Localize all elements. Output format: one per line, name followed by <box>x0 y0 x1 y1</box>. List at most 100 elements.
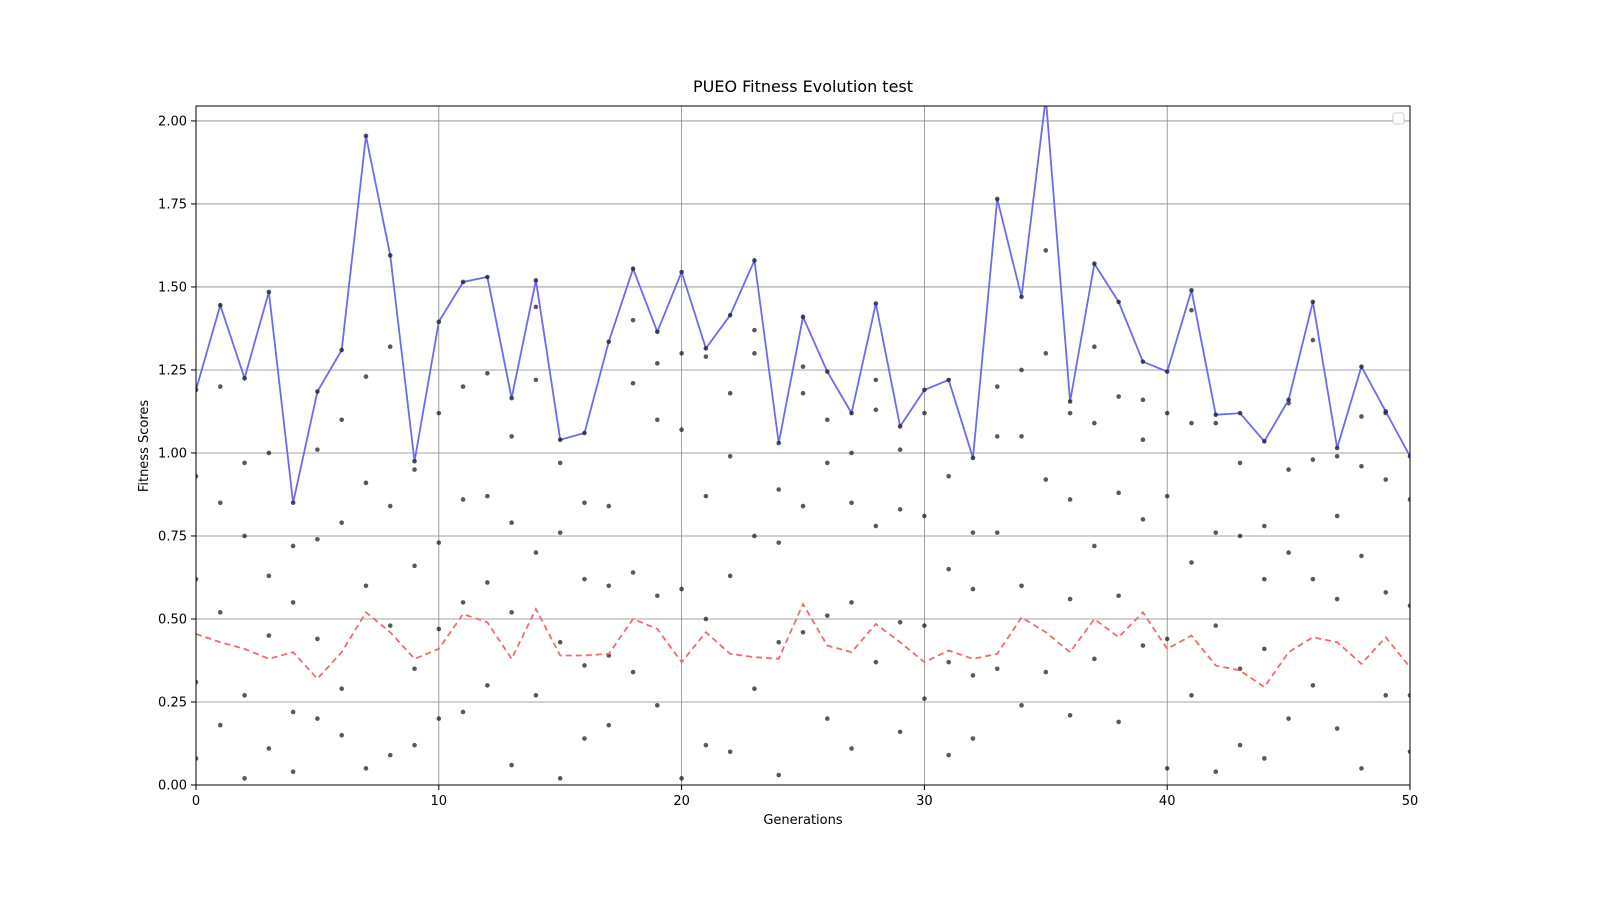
population-point <box>655 593 660 599</box>
population-point <box>363 374 369 379</box>
population-point <box>1067 596 1073 602</box>
population-point <box>1189 693 1194 698</box>
max-point <box>509 395 514 401</box>
max-point <box>1383 409 1389 414</box>
x-tick-label: 30 <box>916 794 933 809</box>
population-point <box>727 453 733 459</box>
population-point <box>727 749 733 755</box>
population-point <box>630 570 636 575</box>
population-point <box>946 659 951 665</box>
max-point <box>196 387 199 393</box>
population-point <box>1116 394 1121 399</box>
max-point <box>630 266 636 271</box>
max-point <box>363 133 369 139</box>
population-point <box>460 709 466 715</box>
population-point <box>1067 712 1073 718</box>
max-point <box>727 312 733 318</box>
population-point <box>873 377 879 383</box>
population-point <box>703 493 709 499</box>
population-point <box>339 686 344 692</box>
population-point <box>266 633 272 638</box>
population-point <box>1189 560 1194 565</box>
population-point <box>1140 517 1146 522</box>
population-point <box>1164 410 1170 416</box>
population-point <box>217 500 223 506</box>
population-point <box>679 586 684 592</box>
population-point <box>922 513 927 519</box>
population-point <box>946 566 951 572</box>
population-point <box>387 752 393 758</box>
population-point <box>1213 420 1219 426</box>
population-point <box>533 693 539 698</box>
mean-line <box>196 602 1410 689</box>
population-point <box>1140 437 1146 442</box>
population-point <box>1237 460 1243 466</box>
population-point <box>849 450 854 456</box>
population-point <box>557 776 563 781</box>
population-point <box>217 610 223 615</box>
population-point <box>1237 533 1243 539</box>
max-point <box>922 387 927 393</box>
population-point <box>1092 656 1097 662</box>
population-point <box>994 666 1000 672</box>
population-point <box>1043 669 1049 675</box>
population-point <box>509 762 514 768</box>
population-point <box>1310 576 1316 582</box>
max-point <box>412 458 417 464</box>
population-point <box>776 540 782 545</box>
population-point <box>655 361 660 366</box>
population-point <box>824 417 830 423</box>
y-tick-label: 1.00 <box>158 446 187 461</box>
max-point <box>1310 299 1316 305</box>
max-point <box>752 258 757 263</box>
population-point <box>970 736 976 741</box>
population-point <box>776 487 782 492</box>
population-point <box>436 626 442 632</box>
population-point <box>1140 643 1146 648</box>
max-point <box>1164 369 1170 374</box>
population-point <box>339 732 344 738</box>
population-point <box>242 460 247 466</box>
population-point <box>363 480 369 486</box>
population-point <box>897 729 903 735</box>
population-point <box>1407 603 1410 609</box>
max-point <box>1334 445 1340 451</box>
population-point <box>800 629 806 635</box>
y-axis-label: Fitness Scores <box>137 400 152 493</box>
population-point <box>533 304 539 310</box>
population-point <box>752 351 757 356</box>
max-point <box>1116 299 1121 305</box>
population-point <box>242 776 247 781</box>
max-point <box>679 269 684 275</box>
population-point <box>1116 490 1121 496</box>
max-point <box>1019 294 1024 300</box>
max-point <box>533 278 539 283</box>
population-point <box>1407 497 1410 502</box>
max-point <box>1237 410 1243 416</box>
population-point <box>387 344 393 350</box>
max-point <box>266 289 272 295</box>
population-point <box>363 583 369 589</box>
population-point <box>1019 434 1024 439</box>
population-point <box>970 530 976 535</box>
population-point <box>1262 756 1267 761</box>
population-point <box>849 746 854 751</box>
population-point <box>1116 593 1121 599</box>
population-point <box>994 434 1000 439</box>
population-point <box>582 663 587 668</box>
x-tick-label: 20 <box>673 794 690 809</box>
population-point <box>1383 590 1389 595</box>
population-point <box>196 756 199 761</box>
max-point <box>582 430 587 436</box>
x-tick-label: 40 <box>1159 794 1176 809</box>
population-point <box>387 623 393 628</box>
population-point <box>1019 583 1024 589</box>
population-point <box>849 500 854 506</box>
population-point <box>1310 337 1316 343</box>
population-point <box>994 530 1000 535</box>
population-point <box>290 769 296 775</box>
population-point <box>460 384 466 389</box>
max-point <box>776 440 782 446</box>
population-point <box>679 351 684 356</box>
